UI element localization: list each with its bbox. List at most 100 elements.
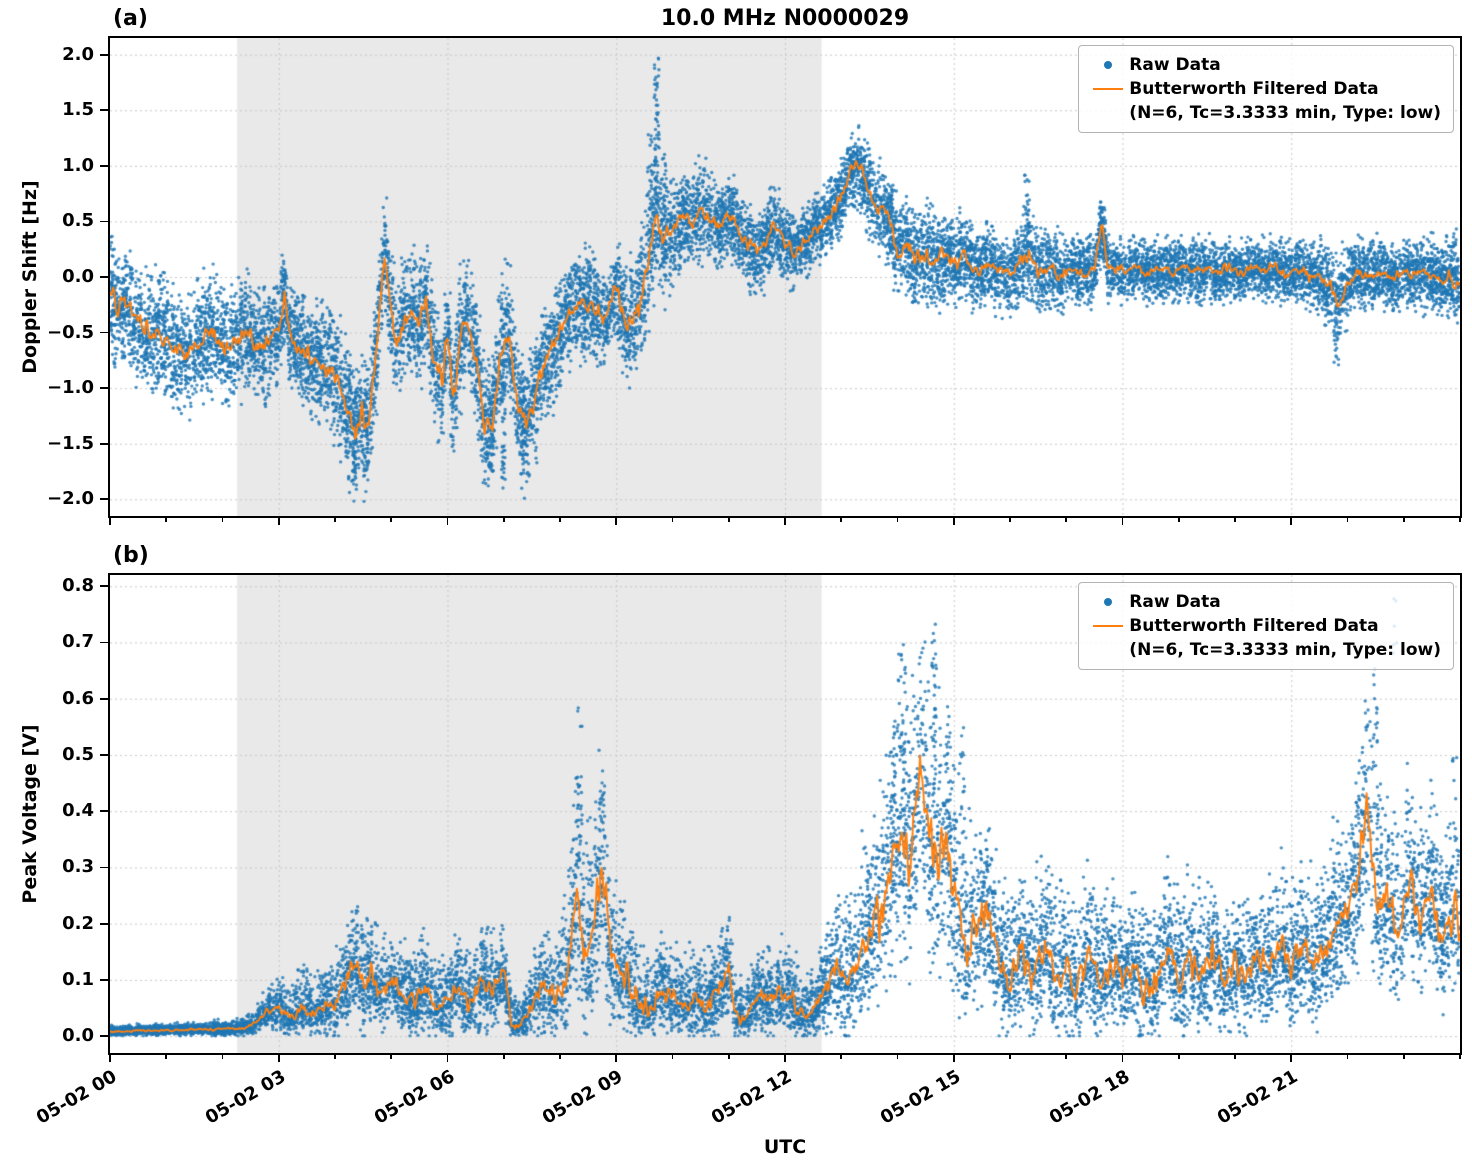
y-tick-mark [100, 810, 108, 813]
x-tick-mark [1121, 518, 1124, 525]
x-tick-mark [334, 518, 336, 522]
x-tick-mark [1459, 518, 1461, 522]
legend-entry-raw: Raw Data [1087, 53, 1441, 77]
y-tick-mark [100, 978, 108, 981]
y-tick-mark [100, 498, 108, 501]
x-tick-mark [109, 1055, 111, 1062]
y-tick-label: 0.4 [62, 800, 94, 822]
x-tick-mark [1121, 1055, 1124, 1062]
legend-entry-filtered: Butterworth Filtered Data (N=6, Tc=3.333… [1087, 614, 1441, 662]
y-tick-label: 0.3 [62, 856, 94, 878]
filtered-data-marker-icon [1087, 77, 1129, 101]
x-tick-mark [277, 518, 280, 525]
x-tick-mark [1065, 518, 1068, 522]
legend-raw-label: Raw Data [1129, 592, 1221, 612]
filtered-data-marker-icon [1087, 614, 1129, 638]
y-tick-mark [100, 922, 108, 925]
y-tick-label: 0.8 [62, 575, 94, 597]
legend-entry-filtered: Butterworth Filtered Data (N=6, Tc=3.333… [1087, 77, 1441, 125]
plot-area-a: Raw Data Butterworth Filtered Data (N=6,… [108, 36, 1462, 518]
x-tick-mark [1402, 1055, 1405, 1059]
x-tick-mark [221, 1055, 224, 1059]
x-tick-mark [1234, 518, 1236, 522]
x-tick-mark [952, 518, 955, 525]
legend-filtered-sublabel: (N=6, Tc=3.3333 min, Type: low) [1129, 103, 1441, 123]
y-tick-label: 0.1 [62, 968, 94, 990]
legend-filtered-label: Butterworth Filtered Data [1129, 79, 1379, 99]
x-tick-mark [615, 1055, 618, 1062]
x-tick-mark [671, 1055, 674, 1059]
y-tick-mark [100, 53, 108, 56]
x-tick-mark [109, 518, 111, 525]
panel-a-letter: (a) [113, 6, 148, 31]
x-tick-mark [840, 518, 843, 522]
x-tick-mark [896, 518, 899, 522]
x-tick-mark [1177, 1055, 1180, 1059]
x-tick-mark [1290, 1055, 1293, 1062]
y-tick-mark [100, 442, 108, 445]
x-tick-mark [446, 518, 449, 525]
x-tick-mark [1234, 1055, 1236, 1059]
x-tick-mark [896, 1055, 899, 1059]
y-tick-mark [100, 331, 108, 334]
x-tick-mark [727, 1055, 730, 1059]
x-tick-mark [502, 1055, 505, 1059]
y-tick-mark [100, 1035, 108, 1038]
x-tick-mark [221, 518, 224, 522]
x-tick-mark [840, 1055, 843, 1059]
x-tick-mark [165, 1055, 168, 1059]
y-tick-label: 1.0 [62, 154, 94, 176]
y-tick-mark [100, 866, 108, 869]
x-tick-mark [952, 1055, 955, 1062]
x-tick-mark [165, 518, 168, 522]
x-tick-mark [334, 1055, 336, 1059]
x-tick-mark [1009, 1055, 1011, 1059]
y-tick-mark [100, 276, 108, 278]
x-tick-mark [277, 1055, 280, 1062]
legend-a: Raw Data Butterworth Filtered Data (N=6,… [1078, 45, 1454, 133]
y-tick-mark [100, 109, 108, 112]
y-tick-mark [100, 220, 108, 223]
y-tick-label: 0.5 [62, 210, 94, 232]
legend-filtered-sublabel: (N=6, Tc=3.3333 min, Type: low) [1129, 640, 1441, 660]
y-tick-label: 0.6 [62, 687, 94, 709]
y-tick-mark [100, 585, 108, 588]
x-tick-mark [1402, 518, 1405, 522]
raw-data-marker-icon [1087, 590, 1129, 614]
x-tick-mark [1009, 518, 1011, 522]
y-tick-mark [100, 387, 108, 390]
y-tick-label: 0.2 [62, 912, 94, 934]
y-tick-label: −1.0 [47, 377, 94, 399]
x-tick-mark [784, 518, 786, 525]
x-tick-mark [502, 518, 505, 522]
y-tick-mark [100, 754, 108, 756]
legend-entry-raw: Raw Data [1087, 590, 1441, 614]
x-axis-label: UTC [763, 1136, 807, 1158]
y-tick-label: −2.0 [47, 488, 94, 510]
x-tick-mark [727, 518, 730, 522]
x-tick-mark [390, 518, 393, 522]
y-tick-label: 0.7 [62, 631, 94, 653]
y-tick-label: 0.0 [62, 266, 94, 287]
y-tick-label: −0.5 [47, 321, 94, 343]
y-tick-label: 0.5 [62, 743, 94, 765]
legend-raw-label: Raw Data [1129, 55, 1221, 75]
x-tick-mark [1346, 1055, 1349, 1059]
y-tick-mark [100, 641, 108, 644]
x-tick-mark [559, 518, 561, 522]
legend-b: Raw Data Butterworth Filtered Data (N=6,… [1078, 582, 1454, 670]
x-tick-mark [446, 1055, 449, 1062]
x-tick-mark [1346, 518, 1349, 522]
chart-title: 10.0 MHz N0000029 [660, 6, 910, 31]
y-tick-mark [100, 697, 108, 700]
panel-b-letter: (b) [113, 543, 149, 568]
y-tick-mark [100, 164, 108, 167]
raw-data-marker-icon [1087, 53, 1129, 77]
y-tick-label: 1.5 [62, 99, 94, 121]
x-tick-mark [1459, 1055, 1461, 1059]
x-tick-mark [1177, 518, 1180, 522]
x-tick-mark [1290, 518, 1293, 525]
x-tick-mark [390, 1055, 393, 1059]
x-tick-mark [559, 1055, 561, 1059]
